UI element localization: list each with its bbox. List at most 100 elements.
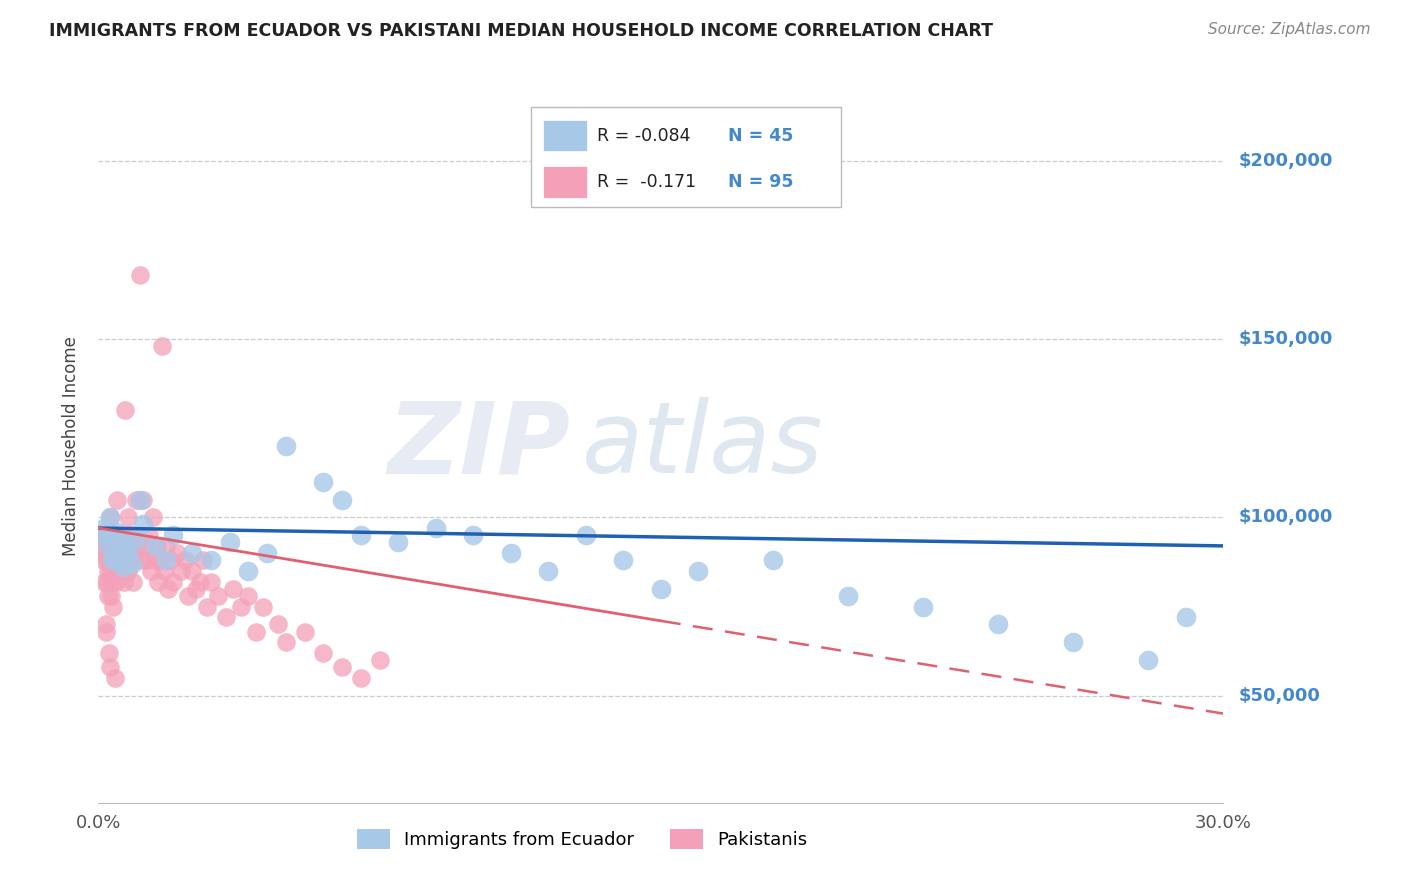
Point (688, 564, 710, 578)
Point (120, 539, 142, 553)
Point (97, 564, 120, 578)
Point (96, 539, 118, 553)
Point (97, 589, 120, 603)
Point (128, 492, 150, 507)
Point (143, 539, 166, 553)
Point (575, 528, 598, 542)
Point (463, 528, 485, 542)
Point (181, 546, 204, 560)
Point (136, 553, 159, 567)
Point (117, 564, 139, 578)
Point (103, 553, 125, 567)
Point (132, 492, 155, 507)
Point (100, 589, 122, 603)
Point (114, 539, 136, 553)
Point (91, 528, 114, 542)
Point (987, 617, 1010, 632)
Point (93, 574, 115, 589)
Point (1174, 610, 1197, 624)
Point (107, 553, 129, 567)
Point (218, 535, 240, 549)
Point (612, 553, 634, 567)
Point (274, 439, 297, 453)
Point (134, 539, 156, 553)
Point (207, 589, 229, 603)
Text: IMMIGRANTS FROM ECUADOR VS PAKISTANI MEDIAN HOUSEHOLD INCOME CORRELATION CHART: IMMIGRANTS FROM ECUADOR VS PAKISTANI MED… (49, 22, 993, 40)
Point (108, 539, 131, 553)
Point (499, 546, 522, 560)
FancyBboxPatch shape (543, 166, 586, 198)
Point (238, 589, 260, 603)
Text: ZIP: ZIP (388, 398, 571, 494)
Point (762, 553, 785, 567)
FancyBboxPatch shape (543, 120, 586, 152)
Point (330, 660, 353, 674)
Text: N = 45: N = 45 (728, 127, 793, 145)
Point (111, 560, 134, 574)
Point (912, 599, 935, 614)
Point (117, 510, 139, 524)
Point (103, 528, 125, 542)
Y-axis label: Median Household Income: Median Household Income (62, 336, 80, 556)
Point (195, 599, 218, 614)
Point (125, 532, 148, 546)
Text: atlas: atlas (582, 398, 824, 494)
Point (100, 564, 122, 578)
Point (115, 528, 138, 542)
Point (138, 528, 160, 542)
Point (104, 528, 127, 542)
Point (101, 574, 124, 589)
Point (155, 553, 177, 567)
Text: $200,000: $200,000 (1239, 152, 1333, 169)
Point (100, 539, 122, 553)
Point (150, 339, 173, 353)
Point (173, 553, 195, 567)
Point (177, 589, 200, 603)
Point (837, 589, 859, 603)
Point (148, 574, 170, 589)
Point (350, 528, 373, 542)
Point (127, 539, 149, 553)
Point (1062, 635, 1084, 649)
Point (103, 671, 125, 685)
Point (142, 510, 165, 524)
Point (101, 553, 124, 567)
Point (149, 553, 172, 567)
Point (96, 553, 118, 567)
Point (156, 582, 179, 596)
Point (155, 539, 177, 553)
Point (162, 528, 184, 542)
Point (425, 521, 447, 535)
Point (104, 546, 127, 560)
Point (128, 268, 150, 282)
Point (97, 539, 120, 553)
Point (222, 582, 245, 596)
Text: R =  -0.171: R = -0.171 (596, 173, 696, 191)
Point (100, 553, 122, 567)
Point (125, 492, 148, 507)
Text: $100,000: $100,000 (1239, 508, 1333, 526)
Point (159, 553, 181, 567)
Point (121, 528, 143, 542)
Point (91, 553, 114, 567)
Point (93, 539, 115, 553)
Point (312, 646, 335, 660)
Point (112, 574, 135, 589)
Point (98, 510, 121, 524)
Point (139, 564, 162, 578)
Point (111, 553, 134, 567)
Legend: Immigrants from Ecuador, Pakistanis: Immigrants from Ecuador, Pakistanis (349, 820, 815, 858)
Point (184, 582, 207, 596)
Point (387, 535, 409, 549)
Text: $50,000: $50,000 (1239, 687, 1320, 705)
Point (312, 475, 335, 489)
Point (121, 557, 143, 571)
Point (114, 553, 136, 567)
Point (104, 564, 127, 578)
Text: Source: ZipAtlas.com: Source: ZipAtlas.com (1208, 22, 1371, 37)
Text: $150,000: $150,000 (1239, 330, 1333, 348)
Point (170, 564, 193, 578)
Point (110, 528, 132, 542)
Point (105, 524, 128, 539)
Point (132, 517, 155, 532)
